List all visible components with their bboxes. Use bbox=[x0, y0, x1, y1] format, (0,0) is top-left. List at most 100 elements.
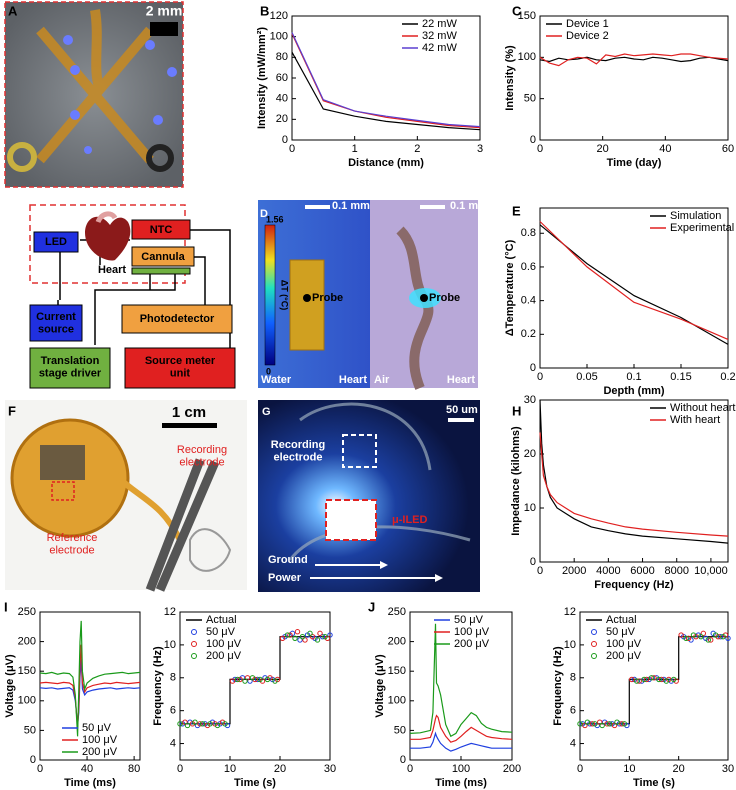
y-tick-label: 50 bbox=[394, 724, 406, 736]
data-point bbox=[629, 676, 635, 683]
smu-label: Source meter unit bbox=[145, 355, 216, 380]
data-point bbox=[242, 678, 248, 684]
data-line bbox=[39, 620, 141, 737]
x-tick-label: 10 bbox=[224, 763, 236, 775]
legend-label: 50 μV bbox=[206, 626, 236, 638]
y-tick-label: 0 bbox=[30, 754, 36, 766]
legend-label: Experimental bbox=[670, 222, 734, 234]
y-tick-label: 200 bbox=[388, 636, 406, 648]
y-tick-label: 20 bbox=[524, 448, 536, 460]
data-point bbox=[656, 676, 662, 683]
led-label: LED bbox=[45, 236, 67, 248]
data-point bbox=[264, 676, 271, 683]
annotation: Reference electrode bbox=[47, 532, 98, 557]
x-tick-label: 8000 bbox=[664, 565, 688, 577]
data-line bbox=[291, 33, 481, 129]
x-tick-label: 0 bbox=[177, 763, 183, 775]
probe-label: Probe bbox=[312, 292, 343, 304]
legend-label: 200 μV bbox=[454, 638, 490, 650]
legend-label: 42 mW bbox=[422, 42, 457, 54]
x-tick-label: 0 bbox=[37, 763, 43, 775]
x-tick-label: 3 bbox=[477, 143, 483, 155]
y-tick-label: 0 bbox=[400, 754, 406, 766]
legend-label: 32 mW bbox=[422, 30, 457, 42]
data-point bbox=[619, 721, 625, 727]
x-tick-label: 200 bbox=[503, 763, 521, 775]
data-point bbox=[698, 633, 704, 640]
data-point bbox=[651, 675, 657, 681]
legend-label: 100 μV bbox=[206, 638, 242, 650]
data-point bbox=[247, 678, 253, 684]
photodetector-label: Photodetector bbox=[140, 313, 215, 325]
tissue-label: Heart bbox=[447, 374, 475, 386]
x-axis-label: Distance (mm) bbox=[348, 157, 424, 169]
setup-diagram: LED Heart NTC Cannula Current source Phot… bbox=[29, 204, 236, 389]
ntc-label: NTC bbox=[150, 224, 173, 236]
data-point bbox=[302, 637, 308, 643]
y-tick-label: 4 bbox=[170, 737, 176, 749]
x-tick-label: 0.15 bbox=[670, 371, 691, 383]
colorbar-max: 1.56 bbox=[266, 214, 284, 224]
stage-label: Translation stage driver bbox=[39, 355, 102, 380]
panel-label: I bbox=[4, 599, 8, 614]
x-tick-label: 0 bbox=[407, 763, 413, 775]
y-tick-label: 20 bbox=[276, 113, 288, 125]
legend-label: 100 μV bbox=[454, 626, 490, 638]
data-point bbox=[708, 637, 714, 643]
y-tick-label: 0 bbox=[282, 134, 288, 146]
annotation: Ground bbox=[268, 554, 308, 566]
x-tick-label: 30 bbox=[722, 763, 734, 775]
data-point bbox=[184, 722, 191, 729]
plot-frame bbox=[179, 611, 331, 761]
data-line bbox=[39, 644, 141, 728]
scale-label: 1 cm bbox=[172, 404, 206, 421]
x-tick-label: 0 bbox=[537, 565, 543, 577]
legend-marker bbox=[591, 653, 597, 659]
x-axis-label: Depth (mm) bbox=[603, 385, 664, 397]
chart: 0 10 20 30 4 6 8 10 12 Time (s) Frequency (Hz) Actu… bbox=[152, 606, 336, 789]
legend-marker bbox=[191, 653, 197, 659]
y-tick-label: 100 bbox=[518, 51, 536, 63]
chart: 0 20 40 60 0 50 100 150 Time (day) Intensity (%) D… bbox=[504, 10, 734, 169]
data-point bbox=[599, 722, 605, 729]
chart: 0 0.05 0.1 0.15 0.2 0 0.2 0.4 0.6 0.8 Depth (mm) ΔT… bbox=[504, 207, 736, 397]
annotation: Power bbox=[268, 572, 302, 584]
y-tick-label: 6 bbox=[570, 705, 576, 717]
y-axis-label: Frequency (Hz) bbox=[552, 646, 564, 726]
data-point bbox=[322, 633, 328, 640]
legend-label: Device 1 bbox=[566, 18, 609, 30]
data-line bbox=[539, 399, 729, 544]
data-line bbox=[539, 224, 729, 345]
data-point bbox=[177, 721, 183, 727]
data-point bbox=[658, 676, 665, 683]
legend-label: With heart bbox=[670, 414, 720, 426]
data-point bbox=[292, 635, 298, 642]
data-line bbox=[409, 623, 513, 738]
data-point bbox=[214, 722, 221, 729]
plot-frame bbox=[39, 611, 141, 761]
data-point bbox=[207, 721, 213, 727]
legend-label: 200 μV bbox=[606, 650, 642, 662]
photo-f: 1 cm Recording electrode Reference electro… bbox=[5, 400, 247, 592]
panel-label: H bbox=[512, 403, 521, 418]
data-point bbox=[192, 719, 198, 725]
y-tick-label: 4 bbox=[570, 737, 576, 749]
x-tick-label: 20 bbox=[274, 763, 286, 775]
x-tick-label: 0.2 bbox=[720, 371, 735, 383]
scale-label: 0.1 mm bbox=[450, 200, 488, 212]
data-point bbox=[199, 721, 206, 727]
data-point bbox=[197, 721, 203, 727]
y-tick-label: 150 bbox=[518, 10, 536, 22]
data-line bbox=[539, 221, 729, 340]
thermal-images: 0.1 mm 0.1 mm 1.56 0 ΔT (°C) Probe Probe… bbox=[258, 200, 488, 390]
chart: 0 100 200 0 50 100 150 200 250 Time (ms) Voltage (… bbox=[374, 606, 521, 789]
y-tick-label: 150 bbox=[18, 665, 36, 677]
x-tick-label: 0 bbox=[537, 143, 543, 155]
x-tick-label: 20 bbox=[673, 763, 685, 775]
data-point bbox=[287, 632, 293, 638]
y-axis-label: Frequency (Hz) bbox=[152, 646, 164, 726]
x-tick-label: 2 bbox=[414, 143, 420, 155]
data-point bbox=[229, 678, 236, 684]
data-point bbox=[257, 676, 263, 683]
